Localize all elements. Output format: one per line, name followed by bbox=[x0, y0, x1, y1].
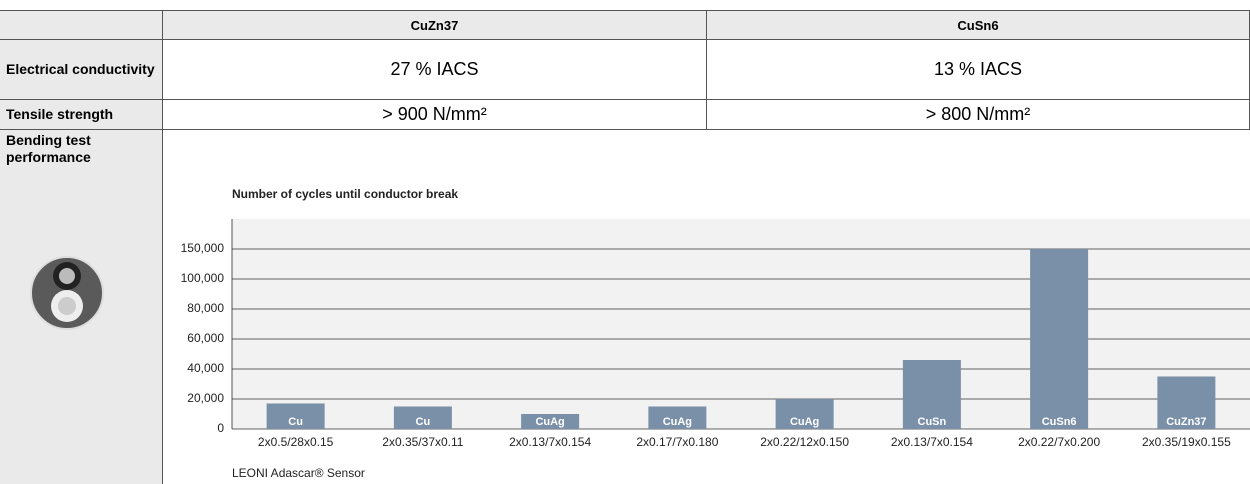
row-label: Electrical conductivity bbox=[0, 40, 163, 100]
x-tick-label: 2x0.5/28x0.15 bbox=[258, 435, 334, 449]
x-tick-label: 2x0.35/19x0.155 bbox=[1142, 435, 1231, 449]
bar-label: Cu bbox=[288, 416, 303, 428]
corner-cell bbox=[0, 10, 163, 40]
bar-label: CuZn37 bbox=[1166, 416, 1206, 428]
bar-label: CuAg bbox=[790, 416, 819, 428]
x-tick-label: 2x0.13/7x0.154 bbox=[891, 435, 973, 449]
value-cell: 27 % IACS bbox=[163, 40, 707, 100]
footnote: LEONI Adascar® Sensor bbox=[232, 466, 365, 480]
x-tick-label: 2x0.17/7x0.180 bbox=[636, 435, 718, 449]
row-label-text: Bending test performance bbox=[6, 132, 116, 166]
bar bbox=[1030, 249, 1088, 429]
x-tick-label: 2x0.35/37x0.11 bbox=[382, 435, 464, 449]
plot-area bbox=[232, 219, 1250, 429]
bar-label: CuSn6 bbox=[1042, 416, 1077, 428]
value-cell: > 900 N/mm² bbox=[163, 100, 707, 130]
bar-label: CuAg bbox=[663, 416, 692, 428]
row-label: Tensile strength bbox=[0, 100, 163, 130]
y-tick-label: 80,000 bbox=[187, 301, 224, 315]
bar-label: Cu bbox=[416, 416, 431, 428]
header-cell: CuZn37 bbox=[163, 10, 707, 40]
cable-image bbox=[28, 254, 108, 334]
y-tick-label: 0 bbox=[217, 421, 224, 435]
y-tick-label: 40,000 bbox=[187, 361, 224, 375]
value-cell: 13 % IACS bbox=[707, 40, 1250, 100]
value-cell: > 800 N/mm² bbox=[707, 100, 1250, 130]
y-tick-label: 150,000 bbox=[181, 241, 225, 255]
page: CuZn37 CuSn6 Electrical conductivity 27 … bbox=[0, 0, 1250, 484]
x-tick-label: 2x0.13/7x0.154 bbox=[509, 435, 591, 449]
y-tick-label: 100,000 bbox=[181, 271, 225, 285]
header-cell: CuSn6 bbox=[707, 10, 1250, 40]
y-tick-label: 20,000 bbox=[187, 391, 224, 405]
y-tick-label: 60,000 bbox=[187, 331, 224, 345]
x-tick-label: 2x0.22/12x0.150 bbox=[760, 435, 849, 449]
bar-label: CuSn bbox=[918, 416, 947, 428]
chart-title: Number of cycles until conductor break bbox=[232, 187, 458, 201]
x-tick-label: 2x0.22/7x0.200 bbox=[1018, 435, 1100, 449]
chart: Number of cycles until conductor break L… bbox=[163, 130, 1250, 484]
bar-label: CuAg bbox=[535, 416, 564, 428]
